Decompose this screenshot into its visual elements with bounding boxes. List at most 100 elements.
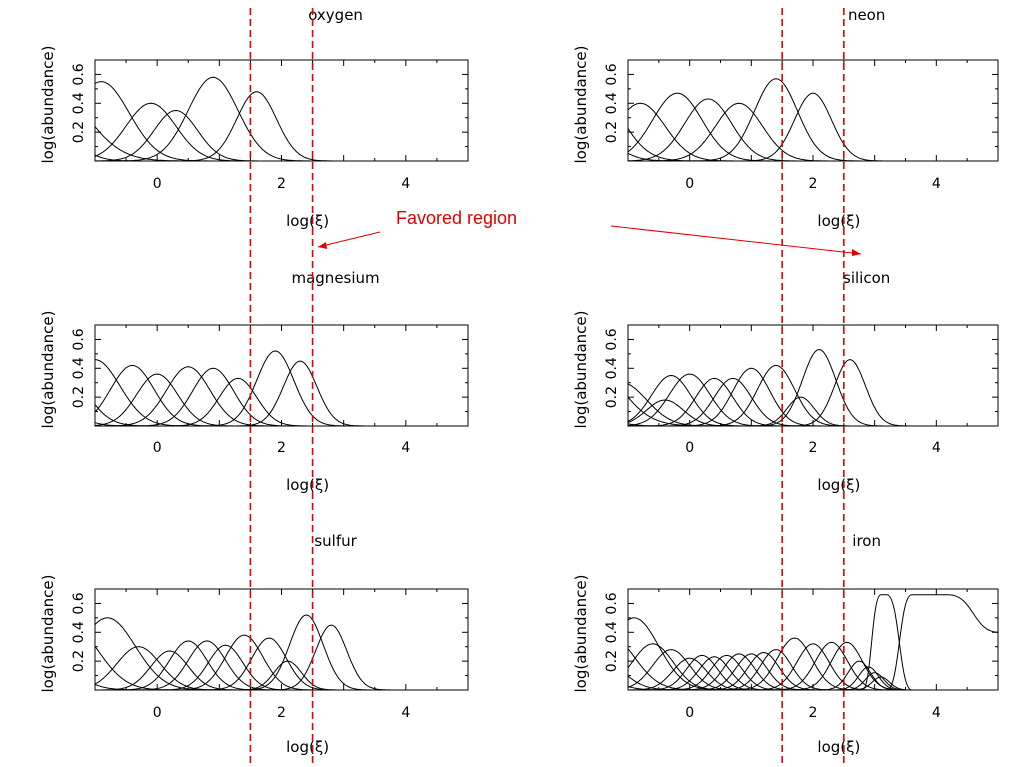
series-curve — [233, 660, 343, 690]
series-curve — [95, 102, 251, 161]
series-curve — [748, 643, 878, 690]
x-axis-label: log(ξ) — [286, 738, 329, 756]
annotation-arrowhead-right — [852, 249, 861, 256]
y-tick-label: 0.2 — [71, 121, 87, 143]
series-curve — [767, 641, 896, 690]
x-tick-label: 0 — [153, 705, 162, 721]
series-group — [95, 614, 394, 690]
plot-frame — [627, 59, 999, 162]
y-axis-label: log(abundance) — [572, 46, 590, 164]
y-tick-label: 0.4 — [604, 357, 620, 379]
series-group — [628, 594, 998, 690]
chart-panel-neon: neon 0 2 4 0.2 0.4 0.6 log(ξ) log(abundance) — [572, 6, 999, 230]
y-tick-label: 0.4 — [71, 92, 87, 114]
series-curve — [269, 624, 394, 690]
series-curve — [689, 653, 813, 690]
y-tick-label: 0.2 — [604, 386, 620, 408]
x-tick-label: 4 — [932, 440, 941, 456]
plot-frame — [94, 59, 469, 162]
y-tick-label: 0.4 — [71, 621, 87, 643]
x-axis-label: log(ξ) — [286, 476, 329, 494]
annotation-favored-region: Favored region — [396, 208, 517, 228]
series-curve — [177, 91, 337, 161]
x-axis-label: log(ξ) — [817, 738, 860, 756]
series-curve — [95, 617, 220, 690]
y-axis-label: log(abundance) — [39, 46, 57, 164]
x-tick-label: 2 — [809, 176, 818, 192]
series-curve — [628, 383, 721, 426]
series-curve — [652, 656, 776, 690]
y-tick-label: 0.6 — [604, 63, 620, 85]
series-curve — [677, 653, 801, 690]
y-axis-label: log(abundance) — [39, 311, 57, 429]
x-tick-label: 4 — [932, 705, 941, 721]
series-curve — [95, 109, 263, 161]
series-curve — [628, 617, 733, 690]
series-curve — [689, 78, 863, 161]
series-curve — [95, 646, 226, 690]
x-tick-label: 4 — [401, 705, 410, 721]
annotation-arrowhead-left — [318, 242, 327, 249]
y-tick-label: 0.4 — [604, 92, 620, 114]
x-axis-label: log(ξ) — [817, 476, 860, 494]
series-curve — [131, 367, 296, 426]
series-curve — [233, 360, 368, 426]
series-curve — [645, 102, 833, 161]
series-curve — [677, 367, 826, 426]
y-tick-label: 0.4 — [71, 357, 87, 379]
series-curve — [628, 92, 776, 161]
chart-title: silicon — [843, 269, 890, 287]
y-tick-label: 0.6 — [604, 328, 620, 350]
chart-panel-sulfur: sulfur 0 2 4 0.2 0.4 0.6 log(ξ) log(abundance) — [39, 532, 469, 756]
series-group — [95, 350, 368, 426]
series-group — [628, 78, 887, 161]
x-tick-label: 2 — [277, 176, 286, 192]
series-curve — [95, 373, 240, 426]
series-curve — [714, 649, 838, 690]
chart-title: sulfur — [314, 532, 357, 550]
y-tick-label: 0.6 — [71, 63, 87, 85]
y-axis-label: log(abundance) — [572, 311, 590, 429]
series-curve — [628, 396, 715, 426]
series-curve — [628, 373, 772, 426]
chart-title: iron — [852, 532, 881, 550]
x-tick-label: 4 — [932, 176, 941, 192]
series-curve — [739, 92, 887, 161]
series-curve — [95, 125, 195, 161]
series-curve — [95, 359, 195, 426]
series-curve — [628, 647, 709, 690]
y-tick-label: 0.2 — [604, 121, 620, 143]
y-axis-label: log(abundance) — [39, 575, 57, 693]
series-curve — [95, 81, 214, 161]
plot-frame — [94, 324, 469, 427]
chart-title: oxygen — [308, 6, 363, 24]
favored-region-overlay: Favored region — [249, 8, 862, 767]
series-curve — [846, 676, 916, 690]
x-tick-label: 0 — [153, 176, 162, 192]
series-curve — [788, 359, 912, 426]
y-tick-label: 0.2 — [71, 386, 87, 408]
series-plateau — [886, 594, 998, 690]
series-plateau — [861, 594, 912, 690]
y-tick-label: 0.6 — [71, 592, 87, 614]
series-curve — [169, 634, 319, 690]
chart-panel-iron: iron 0 2 4 0.2 0.4 0.6 log(ξ) log(abundance) — [572, 532, 999, 756]
annotation-arrow-right — [610, 225, 862, 255]
x-tick-label: 2 — [277, 440, 286, 456]
series-curve — [640, 377, 789, 426]
series-curve — [239, 614, 374, 690]
series-curve — [95, 403, 158, 426]
series-curve — [113, 76, 313, 161]
x-tick-label: 2 — [809, 440, 818, 456]
chart-title: magnesium — [291, 269, 379, 287]
x-tick-label: 2 — [809, 705, 818, 721]
y-tick-label: 0.6 — [71, 328, 87, 350]
y-tick-label: 0.2 — [604, 650, 620, 672]
y-tick-label: 0.2 — [71, 650, 87, 672]
series-group — [95, 76, 337, 161]
series-curve — [199, 637, 339, 690]
y-tick-label: 0.4 — [604, 621, 620, 643]
x-tick-label: 4 — [401, 176, 410, 192]
